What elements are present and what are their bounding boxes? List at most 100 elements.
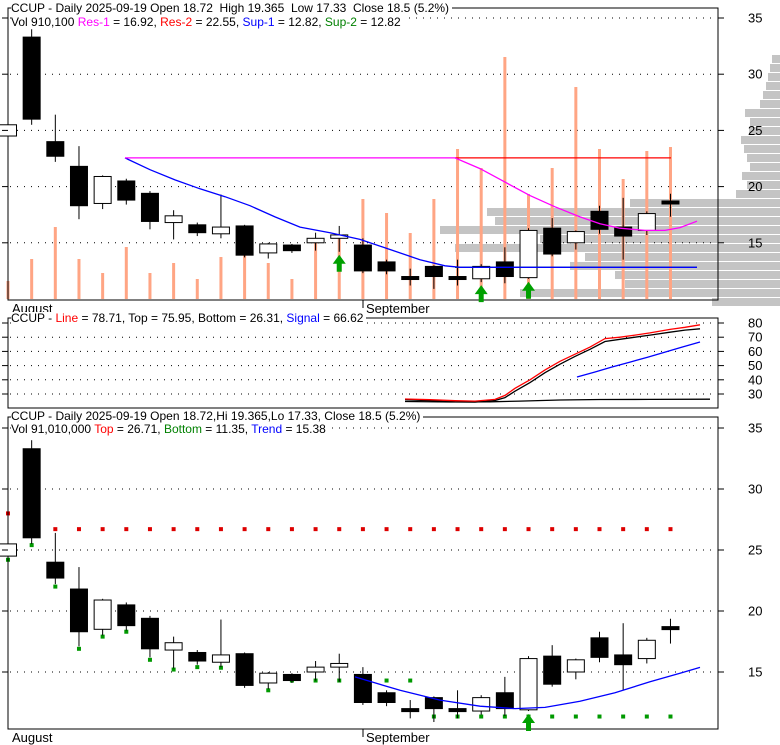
volume-profile-row	[770, 64, 780, 72]
volume-bar	[243, 247, 247, 299]
title-segment: Bottom	[163, 422, 202, 436]
y-axis-label: 20	[748, 179, 762, 194]
candle-body-down	[282, 244, 301, 252]
volume-bar	[290, 279, 294, 299]
volume-bar	[479, 168, 483, 299]
volume-bar	[124, 247, 128, 299]
y-axis-label: 25	[748, 543, 762, 558]
volume-profile-row	[768, 73, 780, 81]
volume-profile-row	[749, 127, 780, 135]
candle-body-down	[69, 165, 88, 207]
candle-body-up	[306, 666, 325, 673]
top-stop-dot	[526, 527, 531, 532]
top-stop-dot	[384, 527, 389, 532]
title-segment: Top	[94, 422, 114, 436]
bottom-stop-dot	[124, 629, 129, 634]
trend-line	[354, 666, 701, 710]
title-segment: CCUP -	[11, 311, 56, 325]
title-segment: = 12.82,	[274, 15, 325, 29]
y-axis-label: 60	[748, 344, 762, 359]
candle-body-up	[306, 237, 325, 244]
candle-body-down	[22, 36, 41, 120]
candle-body-up	[472, 265, 491, 280]
volume-profile-row	[540, 235, 780, 243]
candle-body-up	[93, 599, 112, 630]
bottom-stop-dot	[573, 714, 578, 719]
bottom-stop-dot	[171, 667, 176, 672]
candle-body-down	[401, 708, 420, 713]
candle-body-down	[46, 141, 65, 157]
top-stop-dot	[147, 527, 152, 532]
top-stop-dot	[360, 527, 365, 532]
top-stop-dot	[76, 527, 81, 532]
candle-body-down	[377, 692, 396, 703]
candle-body-down	[661, 200, 680, 205]
title-segment: = 66.62	[319, 311, 364, 325]
month-label: September	[366, 730, 430, 745]
candle-body-down	[495, 261, 514, 278]
candle-body-down	[614, 654, 633, 666]
candle-body-down	[140, 617, 159, 650]
candle-body-down	[188, 651, 207, 662]
buy-signal-arrow-icon	[522, 281, 536, 299]
y-axis-label: 25	[748, 123, 762, 138]
candle-body-down	[69, 588, 88, 633]
volume-profile-row	[520, 289, 780, 297]
y-axis-label: 30	[748, 67, 762, 82]
candle-body-up	[472, 697, 491, 712]
bottom-stop-dot	[76, 646, 81, 651]
volume-bar	[668, 147, 672, 299]
y-axis-label: 70	[748, 330, 762, 345]
candle-body-down	[424, 265, 443, 278]
volume-bar	[148, 273, 152, 299]
candle-body-down	[661, 626, 680, 631]
top-stop-dot	[100, 527, 105, 532]
top-stop-dot	[266, 527, 271, 532]
candle-body-down	[353, 673, 372, 704]
volume-profile-row	[741, 136, 780, 144]
top-stop-dot	[597, 527, 602, 532]
candle-body-down	[188, 224, 207, 234]
volume-bar	[456, 149, 460, 299]
top-stop-dot	[479, 527, 484, 532]
bottom-stop-dot	[384, 678, 389, 683]
top-stop-dot	[644, 527, 649, 532]
volume-bar	[574, 87, 578, 299]
volume-bar	[101, 273, 105, 299]
top-panel-title-line1: CCUP - Daily 2025-09-19 Open 18.72 High …	[11, 2, 453, 15]
y-axis-label: 35	[748, 421, 762, 436]
volume-bar	[219, 257, 223, 299]
top-stop-dot	[408, 527, 413, 532]
candle-body-up	[519, 658, 538, 711]
y-axis-label: 50	[748, 358, 762, 373]
volume-bar	[385, 213, 389, 299]
candle-body-down	[448, 276, 467, 281]
title-segment: Vol 910,100	[11, 15, 78, 29]
volume-profile-row	[615, 271, 780, 279]
title-segment: Res-1	[77, 15, 110, 29]
signal-line	[576, 341, 701, 378]
volume-profile-row	[763, 91, 780, 99]
volume-profile-row	[772, 55, 780, 63]
y-axis-label: 40	[748, 372, 762, 387]
y-axis-label: 15	[748, 235, 762, 250]
volume-profile-row	[766, 82, 780, 90]
title-segment: Sup-1	[242, 15, 275, 29]
title-segment: = 78.71, Top = 75.95, Bottom = 26.31,	[78, 311, 287, 325]
bottom-price-panel[interactable]: 35 30 25 20 15 August September	[0, 416, 762, 745]
candle-body-down	[117, 604, 136, 627]
title-segment: Trend	[251, 422, 283, 436]
volume-profile-row	[745, 109, 780, 117]
candle-body-down	[424, 697, 443, 710]
candle-body-up	[0, 543, 17, 557]
top-stop-dot	[431, 527, 436, 532]
bottom-stop-dot	[621, 714, 626, 719]
candle-body-down	[590, 210, 609, 230]
candle-body-down	[117, 180, 136, 201]
top-stop-dot	[502, 527, 507, 532]
volume-profile-row	[487, 208, 780, 216]
candle-body-down	[46, 561, 65, 579]
candle-body-up	[211, 226, 230, 235]
